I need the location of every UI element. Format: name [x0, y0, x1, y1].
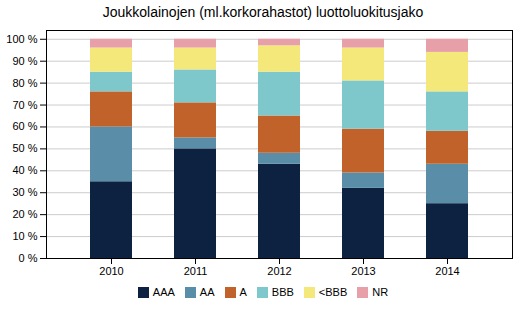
html-text:Joukkolainojen (ml.korkorahast: Joukkolainojen (ml.korkorahastot) luotto… [102, 4, 424, 20]
svg-text:80 %: 80 % [12, 77, 37, 89]
svg-text:2012: 2012 [267, 265, 291, 277]
svg-text:2010: 2010 [99, 265, 123, 277]
svg-text:60 %: 60 % [12, 120, 37, 132]
html-text:<BBB: <BBB [318, 286, 348, 298]
svg-text:70 %: 70 % [12, 99, 37, 111]
svg-text:90 %: 90 % [12, 55, 37, 67]
svg-text:40 %: 40 % [12, 164, 37, 176]
html-text:AAA: AAA [152, 286, 175, 298]
svg-text:20 %: 20 % [12, 208, 37, 220]
svg-text:30 %: 30 % [12, 186, 37, 198]
html-text:NR: NR [372, 286, 389, 298]
html-text:AA: AA [199, 286, 215, 298]
html-text:A: A [239, 286, 247, 298]
svg-text:2013: 2013 [351, 265, 375, 277]
html-text:BBB: BBB [271, 286, 294, 298]
svg-text:10 %: 10 % [12, 230, 37, 242]
svg-text:2014: 2014 [435, 265, 459, 277]
svg-text:2011: 2011 [184, 265, 208, 277]
svg-text:50 %: 50 % [12, 142, 37, 154]
svg-text:0 %: 0 % [19, 252, 38, 264]
svg-text:100 %: 100 % [6, 33, 37, 45]
